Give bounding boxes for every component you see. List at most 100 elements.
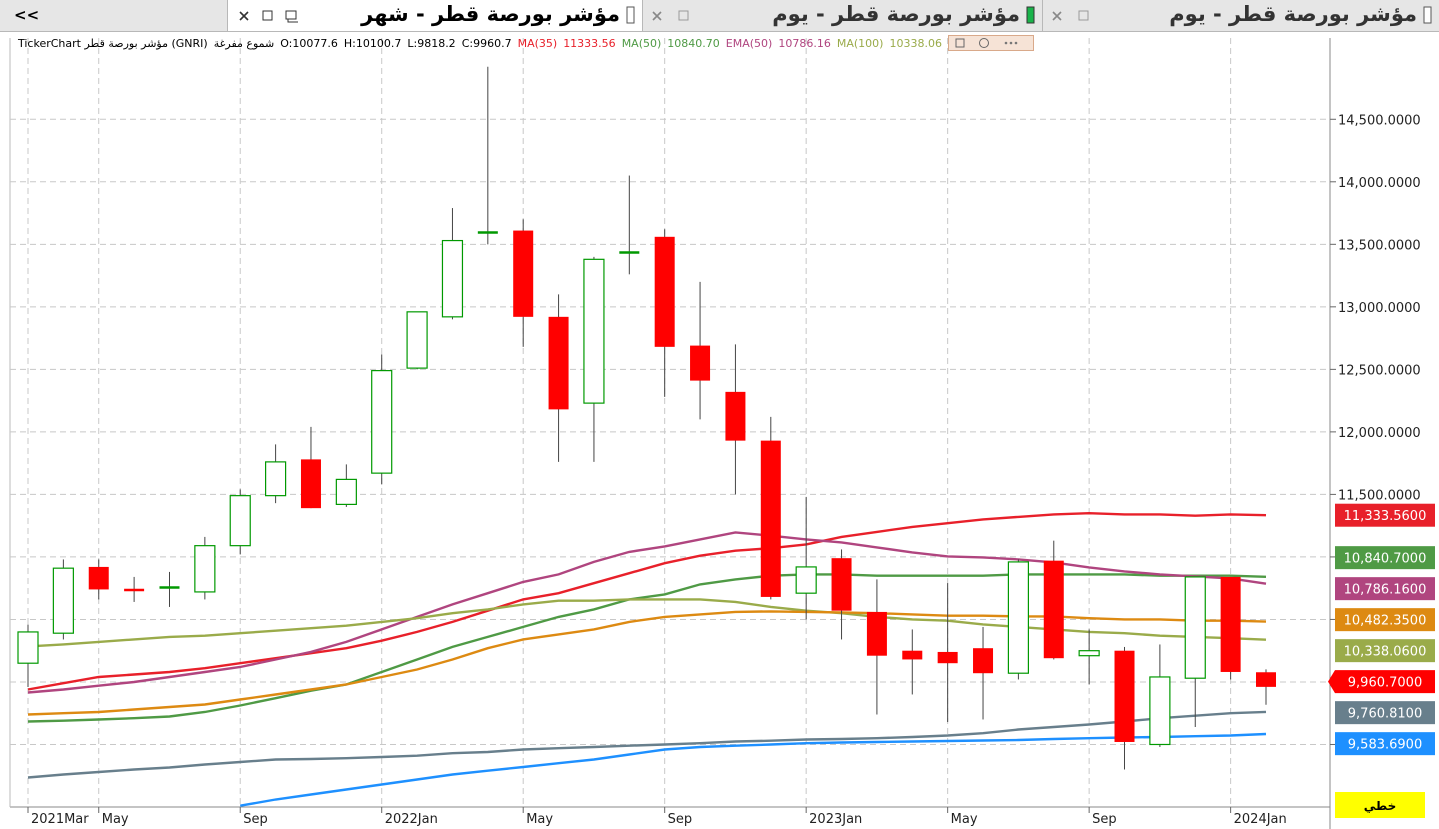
- legend-name: MA(100): [836, 36, 884, 50]
- tab[interactable]: مؤشر بورصة قطر - يوم: [643, 0, 1043, 31]
- y-tick-label: 11,500.0000: [1338, 488, 1421, 503]
- candle-body: [654, 236, 675, 347]
- x-tick-label: Sep: [668, 812, 693, 827]
- candle-body: [902, 650, 923, 660]
- x-tick-label: May: [951, 812, 978, 827]
- y-tick-label: 12,500.0000: [1338, 363, 1421, 378]
- price-badge-label: 10,482.3500: [1344, 614, 1427, 629]
- candle-body: [88, 566, 109, 590]
- y-tick-label: 14,500.0000: [1338, 113, 1421, 128]
- indicator-line: [27, 710, 1267, 779]
- candle-body: [866, 611, 887, 656]
- ohlc-open: O:10077.6: [280, 36, 338, 50]
- candle-body: [406, 311, 428, 369]
- tab-title: مؤشر بورصة قطر - شهر: [361, 2, 620, 26]
- candle-body: [265, 461, 287, 497]
- instrument-name: TickerChart مؤشر بورصة قطر (GNRI): [18, 36, 208, 50]
- candle-body: [831, 558, 852, 611]
- legend-value: 11333.56: [563, 36, 616, 50]
- price-badge: [1335, 701, 1435, 725]
- x-tick-label: 2023Jan: [809, 812, 862, 827]
- x-tick-label: Sep: [243, 812, 268, 827]
- y-tick-label: 14,000.0000: [1338, 176, 1421, 191]
- tab-icons: [239, 10, 298, 23]
- price-badge-label: 9,760.8100: [1348, 707, 1422, 722]
- indicator-line: [239, 732, 1267, 807]
- price-badge-label: 11,333.5600: [1344, 509, 1427, 524]
- candle-body: [795, 566, 817, 594]
- price-badge-label: 9,583.6900: [1348, 738, 1422, 753]
- candle-body: [513, 230, 534, 317]
- tab-title: مؤشر بورصة قطر - يوم: [772, 2, 1020, 26]
- candle-body: [1256, 672, 1276, 687]
- plot-layer: [17, 66, 1276, 807]
- candle-body: [690, 345, 711, 381]
- price-badge: [1335, 546, 1435, 570]
- tab-icons: [652, 10, 689, 21]
- price-badge-label: 9,960.7000: [1348, 676, 1422, 691]
- price-badge: [1335, 503, 1435, 527]
- y-tick-label: 13,000.0000: [1338, 301, 1421, 316]
- price-badge: [1335, 577, 1435, 601]
- candle-body: [973, 648, 994, 674]
- price-badge-label: 10,840.7000: [1344, 552, 1427, 567]
- candle-body: [1149, 676, 1171, 746]
- tab-mark: [1423, 6, 1432, 24]
- price-badge: [1328, 670, 1435, 694]
- ohlc-low: L:9818.2: [407, 36, 456, 50]
- legend: MA(35) 11333.56 MA(50) 10840.70 EMA(50) 10786…: [518, 37, 942, 50]
- chart-style: شموع مفرغة: [213, 36, 275, 50]
- x-tick-label: Sep: [1092, 812, 1117, 827]
- price-badge: [1335, 732, 1435, 756]
- candle-body: [1007, 561, 1030, 674]
- candle-body: [441, 239, 464, 318]
- tab-scroll: <<: [0, 0, 228, 31]
- legend-value: 10786.16: [778, 36, 831, 50]
- chart: 9,500.000010,000.000010,500.000011,000.0…: [9, 38, 1435, 829]
- chart-mode-box[interactable]: [1335, 792, 1425, 818]
- candle-body: [1114, 650, 1135, 742]
- candle-body: [760, 440, 781, 597]
- candle-body: [1043, 560, 1064, 659]
- chart-mode-label: خطي: [1364, 799, 1396, 813]
- legend-value: 10840.70: [667, 36, 720, 50]
- legend-name: MA(50): [621, 36, 662, 50]
- price-badge-label: 10,338.0600: [1344, 645, 1427, 660]
- plot-area: [10, 38, 1330, 807]
- candle-body: [1184, 576, 1206, 679]
- candle-body: [17, 631, 39, 664]
- chart-controls[interactable]: [947, 35, 1034, 51]
- candle-body: [937, 651, 958, 664]
- x-tick-label: 2022Jan: [385, 812, 438, 827]
- x-tick-label: 2021Mar: [31, 812, 89, 827]
- tab-bar: << مؤشر بورصة قطر - شهر مؤشر بورصة قطر -…: [0, 0, 1439, 32]
- candle-body: [583, 258, 605, 404]
- indicator-line: [27, 511, 1267, 691]
- x-tick-label: May: [526, 812, 553, 827]
- ohlc-close: C:9960.7: [461, 36, 512, 50]
- tab[interactable]: مؤشر بورصة قطر - شهر: [228, 0, 643, 31]
- tab-icons: [1052, 10, 1089, 21]
- x-tick-label: 2024Jan: [1234, 812, 1287, 827]
- candle-body: [229, 495, 251, 547]
- tab-mark: [1026, 6, 1035, 24]
- x-tick-label: May: [102, 812, 129, 827]
- scroll-back[interactable]: <<: [14, 6, 40, 24]
- y-tick-label: 12,000.0000: [1338, 426, 1421, 441]
- candle-body: [548, 316, 569, 410]
- candle-body: [335, 478, 357, 506]
- candle-body: [725, 391, 746, 441]
- legend-name: EMA(50): [725, 36, 773, 50]
- price-badge: [1335, 639, 1435, 663]
- tab[interactable]: مؤشر بورصة قطر - يوم: [1043, 0, 1439, 31]
- legend-value: 10338.06: [889, 36, 942, 50]
- candle-body: [52, 567, 74, 634]
- chart-info: TickerChart مؤشر بورصة قطر (GNRI) شموع م…: [18, 35, 1034, 51]
- candle-body: [371, 370, 393, 474]
- candle-body: [194, 545, 216, 593]
- tab-title: مؤشر بورصة قطر - يوم: [1169, 2, 1417, 26]
- candle-body: [1078, 650, 1100, 657]
- price-badge: [1335, 608, 1435, 632]
- legend-name: MA(35): [517, 36, 558, 50]
